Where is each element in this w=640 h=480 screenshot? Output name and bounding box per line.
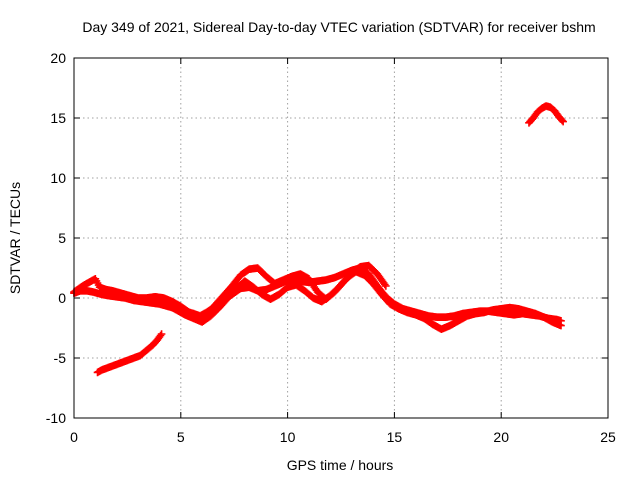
x-tick-label: 5 <box>177 429 185 445</box>
y-tick-label: 5 <box>58 230 66 246</box>
y-tick-labels: -10 -5 0 5 10 15 20 <box>46 50 66 426</box>
data-marks <box>70 102 567 377</box>
x-tick-label: 10 <box>280 429 296 445</box>
y-tick-label: 20 <box>50 50 66 66</box>
y-tick-label: 10 <box>50 170 66 186</box>
data-point <box>559 117 567 126</box>
grid <box>74 58 608 418</box>
x-tick-label: 15 <box>387 429 403 445</box>
y-tick-label: -5 <box>54 350 67 366</box>
y-axis-label: SDTVAR / TECUs <box>7 182 23 294</box>
plot-frame <box>73 57 609 419</box>
x-tick-label: 0 <box>70 429 78 445</box>
data-point <box>157 330 166 338</box>
x-tick-label: 20 <box>493 429 509 445</box>
y-tick-label: 0 <box>58 290 66 306</box>
series-track-d <box>93 330 166 377</box>
y-tick-label: -10 <box>46 410 66 426</box>
y-tick-label: 15 <box>50 110 66 126</box>
series-track-e <box>525 102 567 127</box>
x-tick-labels: 0 5 10 15 20 25 <box>70 429 616 445</box>
data-point <box>382 282 390 290</box>
chart-title: Day 349 of 2021, Sidereal Day-to-day VTE… <box>82 19 595 35</box>
series-track-c <box>155 267 565 333</box>
x-axis-label: GPS time / hours <box>287 457 394 473</box>
data-point <box>557 321 565 330</box>
x-tick-label: 25 <box>600 429 616 445</box>
